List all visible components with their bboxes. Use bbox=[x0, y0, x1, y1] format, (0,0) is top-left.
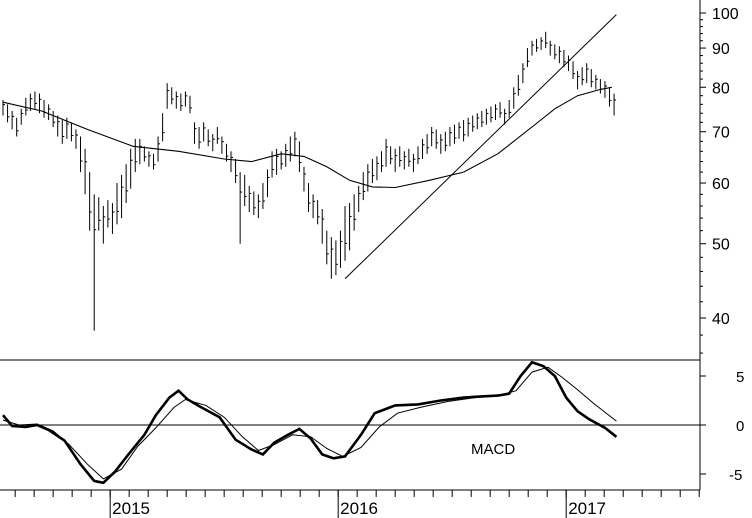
macd-tick-label: 0 bbox=[736, 418, 744, 435]
price-axis-ticks: 40 50 60 70 80 90 100 bbox=[700, 6, 739, 354]
price-tick-label: 100 bbox=[712, 6, 739, 23]
signal-line bbox=[2, 366, 617, 480]
macd-axis-ticks: -5 0 5 bbox=[700, 369, 744, 484]
year-tick-label: 2017 bbox=[568, 499, 606, 518]
macd-tick-label: 5 bbox=[736, 369, 744, 386]
price-tick-label: 60 bbox=[712, 176, 730, 193]
trendline bbox=[344, 14, 617, 280]
year-tick-label: 2016 bbox=[340, 499, 378, 518]
price-tick-label: 70 bbox=[712, 125, 730, 142]
price-bars bbox=[2, 31, 617, 331]
moving-average-line bbox=[2, 86, 612, 189]
time-axis: 2015 2016 2017 bbox=[0, 489, 700, 518]
time-axis-ticks: 2015 2016 2017 bbox=[14, 490, 700, 518]
price-tick-label: 80 bbox=[712, 80, 730, 97]
price-tick-label: 40 bbox=[712, 311, 730, 328]
year-tick-label: 2015 bbox=[112, 499, 150, 518]
price-panel: 40 50 60 70 80 90 100 bbox=[2, 0, 739, 360]
macd-annotation: MACD bbox=[471, 441, 515, 458]
price-tick-label: 90 bbox=[712, 41, 730, 58]
price-tick-label: 50 bbox=[712, 237, 730, 254]
macd-panel: -5 0 5 MACD bbox=[0, 360, 744, 490]
macd-tick-label: -5 bbox=[729, 467, 742, 484]
macd-line bbox=[2, 360, 618, 485]
